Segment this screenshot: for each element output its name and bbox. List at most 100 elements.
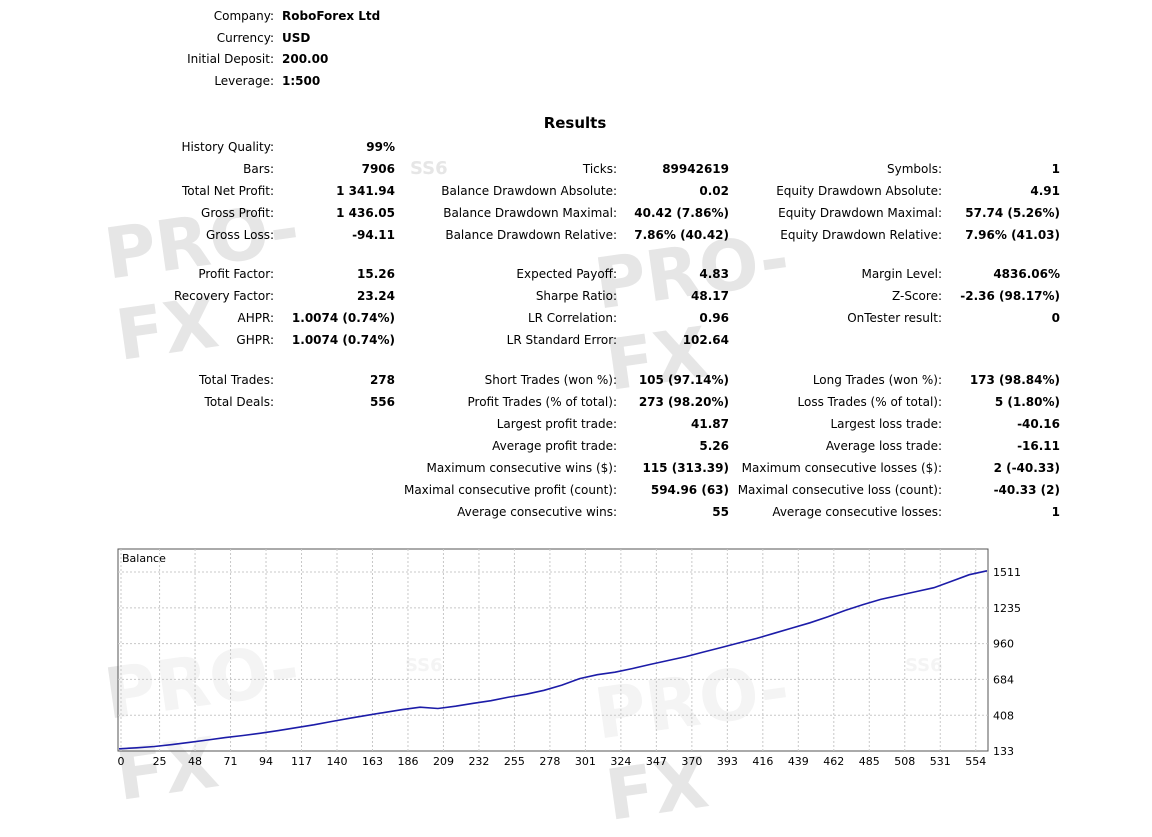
x-tick-label: 0 — [118, 755, 125, 768]
y-tick-label: 1511 — [993, 566, 1021, 579]
stat-value: 1 — [1051, 505, 1060, 519]
x-tick-label: 462 — [823, 755, 844, 768]
x-tick-label: 439 — [788, 755, 809, 768]
stat-label: Maximum consecutive losses ($): — [741, 461, 942, 475]
stat-value: -16.11 — [1017, 439, 1060, 453]
stat-value: 1.0074 (0.74%) — [291, 311, 395, 325]
y-tick-label: 408 — [993, 709, 1014, 722]
stat-value: 115 (313.39) — [642, 461, 729, 475]
stat-label: Equity Drawdown Maximal: — [778, 206, 942, 220]
stat-label: Gross Loss: — [206, 228, 274, 242]
x-tick-label: 25 — [153, 755, 167, 768]
stat-value: 556 — [369, 395, 395, 409]
x-tick-label: 163 — [362, 755, 383, 768]
stat-label: Margin Level: — [861, 267, 942, 281]
y-tick-label: 960 — [993, 638, 1014, 651]
stat-label: LR Correlation: — [527, 311, 617, 325]
y-tick-label: 1235 — [993, 602, 1021, 615]
stat-value: 0 — [1051, 311, 1060, 325]
stat-label: Maximal consecutive profit (count): — [403, 483, 617, 497]
x-tick-label: 370 — [681, 755, 702, 768]
stat-value: 7.86% (40.42) — [634, 228, 729, 242]
stat-label: Maximal consecutive loss (count): — [737, 483, 942, 497]
header-label: Leverage: — [214, 73, 274, 88]
x-tick-label: 94 — [259, 755, 273, 768]
header-label: Currency: — [216, 30, 274, 45]
stat-value: 89942619 — [662, 162, 729, 176]
stat-label: Bars: — [243, 162, 274, 176]
x-tick-label: 347 — [646, 755, 667, 768]
stat-label: Profit Factor: — [198, 267, 274, 281]
stat-value: 41.87 — [691, 417, 729, 431]
stat-value: 1 — [1051, 162, 1060, 176]
stat-value: 1.0074 (0.74%) — [291, 333, 395, 347]
watermark-text: SS6 — [410, 158, 448, 179]
stat-label: Largest loss trade: — [830, 417, 942, 431]
x-tick-label: 531 — [930, 755, 951, 768]
stat-label: Long Trades (won %): — [812, 373, 942, 387]
stat-value: 55 — [712, 505, 729, 519]
stat-value: 1 436.05 — [336, 206, 395, 220]
stat-label: LR Standard Error: — [506, 333, 617, 347]
balance-chart: 1511 1235 960 684 408 133 0 25 48 71 94 117 140 163 18… — [117, 548, 1021, 768]
x-tick-label: 393 — [717, 755, 738, 768]
x-tick-label: 140 — [327, 755, 348, 768]
stat-value: 23.24 — [357, 289, 395, 303]
stat-label: Balance Drawdown Maximal: — [443, 206, 617, 220]
header-value: USD — [282, 30, 311, 45]
stat-value: 4836.06% — [993, 267, 1060, 281]
x-tick-label: 278 — [539, 755, 560, 768]
x-tick-label: 508 — [894, 755, 915, 768]
stat-label: Equity Drawdown Absolute: — [776, 184, 942, 198]
stat-label: Average consecutive losses: — [772, 505, 942, 519]
header-value: 1:500 — [282, 73, 321, 88]
balance-line — [118, 570, 988, 750]
stat-value: 4.83 — [699, 267, 729, 281]
stat-label: Recovery Factor: — [173, 289, 274, 303]
stat-label: Equity Drawdown Relative: — [780, 228, 942, 242]
stat-value: 5 (1.80%) — [994, 395, 1060, 409]
stat-value: -2.36 (98.17%) — [960, 289, 1060, 303]
stat-label: Balance Drawdown Absolute: — [441, 184, 617, 198]
stat-label: Z-Score: — [892, 289, 942, 303]
stat-value: 2 (-40.33) — [993, 461, 1060, 475]
x-tick-label: 554 — [965, 755, 986, 768]
stat-value: -40.33 (2) — [993, 483, 1060, 497]
stat-value: 278 — [369, 373, 395, 387]
header-label: Company: — [213, 9, 274, 23]
header-label: Initial Deposit: — [187, 52, 274, 66]
stat-value: -94.11 — [352, 228, 395, 242]
stat-label: AHPR: — [237, 311, 274, 325]
stat-value: 102.64 — [682, 333, 729, 347]
stat-label: Gross Profit: — [201, 206, 274, 220]
stat-value: 105 (97.14%) — [638, 373, 729, 387]
stat-label: Largest profit trade: — [496, 417, 617, 431]
stat-label: Profit Trades (% of total): — [467, 395, 617, 409]
stat-value: 15.26 — [357, 267, 395, 281]
x-tick-label: 301 — [575, 755, 596, 768]
stat-label: Balance Drawdown Relative: — [445, 228, 617, 242]
header-value: 200.00 — [282, 52, 329, 66]
stat-label: Total Trades: — [199, 373, 274, 387]
stat-label: History Quality: — [181, 140, 274, 154]
x-tick-label: 71 — [224, 755, 238, 768]
stat-value: 273 (98.20%) — [638, 395, 729, 409]
x-tick-label: 416 — [752, 755, 773, 768]
stat-label: Average consecutive wins: — [457, 505, 617, 519]
stat-label: Total Deals: — [204, 395, 274, 409]
stat-value: 5.26 — [699, 439, 729, 453]
header-value: RoboForex Ltd — [282, 9, 381, 23]
stat-value: 1 341.94 — [336, 184, 395, 198]
chart-title: Balance — [122, 552, 166, 565]
stat-value: 0.96 — [699, 311, 729, 325]
stat-label: Symbols: — [887, 162, 942, 176]
stat-label: Average profit trade: — [492, 439, 617, 453]
stat-label: Ticks: — [582, 162, 617, 176]
stat-value: 0.02 — [699, 184, 729, 198]
stat-label: OnTester result: — [847, 311, 942, 325]
x-tick-label: 117 — [291, 755, 312, 768]
y-tick-label: 684 — [993, 673, 1014, 686]
stat-label: Expected Payoff: — [516, 267, 617, 281]
stat-label: Loss Trades (% of total): — [797, 395, 943, 409]
stat-value: 57.74 (5.26%) — [965, 206, 1060, 220]
